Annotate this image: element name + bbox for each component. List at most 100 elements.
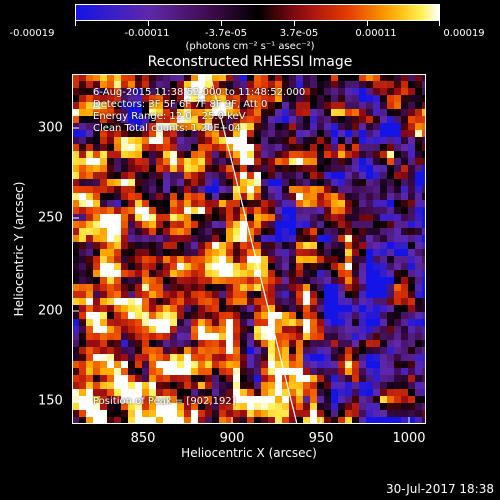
image-pixel <box>324 158 332 166</box>
image-pixel <box>401 319 409 327</box>
image-pixel <box>240 333 248 341</box>
image-pixel <box>310 123 318 131</box>
image-pixel <box>121 179 129 187</box>
image-pixel <box>317 165 325 173</box>
image-pixel <box>345 417 353 424</box>
image-pixel <box>359 158 367 166</box>
image-pixel <box>261 256 269 264</box>
image-pixel <box>331 158 339 166</box>
image-pixel <box>254 179 262 187</box>
image-pixel <box>401 151 409 159</box>
image-pixel <box>114 396 122 404</box>
image-pixel <box>380 249 388 257</box>
image-pixel <box>324 172 332 180</box>
image-pixel <box>100 74 108 82</box>
image-pixel <box>142 207 150 215</box>
image-pixel <box>128 221 136 229</box>
image-pixel <box>233 298 241 306</box>
image-pixel <box>72 403 80 411</box>
image-pixel <box>107 368 115 376</box>
image-pixel <box>373 249 381 257</box>
image-pixel <box>114 284 122 292</box>
image-pixel <box>79 109 87 117</box>
image-pixel <box>268 326 276 334</box>
image-pixel <box>219 263 227 271</box>
image-pixel <box>352 242 360 250</box>
image-pixel <box>135 403 143 411</box>
image-pixel <box>170 382 178 390</box>
image-pixel <box>415 81 423 89</box>
image-pixel <box>268 151 276 159</box>
image-pixel <box>338 144 346 152</box>
image-pixel <box>184 88 192 96</box>
image-pixel <box>79 144 87 152</box>
image-pixel <box>177 151 185 159</box>
image-pixel <box>212 123 220 131</box>
image-pixel <box>198 88 206 96</box>
image-pixel <box>121 242 129 250</box>
image-pixel <box>296 81 304 89</box>
image-pixel <box>107 172 115 180</box>
image-pixel <box>387 81 395 89</box>
image-pixel <box>282 291 290 299</box>
image-pixel <box>345 214 353 222</box>
image-pixel <box>79 263 87 271</box>
image-pixel <box>219 389 227 397</box>
image-pixel <box>394 263 402 271</box>
image-pixel <box>100 263 108 271</box>
image-pixel <box>387 396 395 404</box>
image-pixel <box>93 214 101 222</box>
image-pixel <box>422 277 426 285</box>
image-pixel <box>401 410 409 418</box>
image-pixel <box>324 375 332 383</box>
image-pixel <box>289 242 297 250</box>
image-pixel <box>331 354 339 362</box>
image-pixel <box>72 417 80 424</box>
image-pixel <box>205 74 213 82</box>
image-pixel <box>121 333 129 341</box>
image-pixel <box>219 158 227 166</box>
image-pixel <box>100 340 108 348</box>
image-pixel <box>219 347 227 355</box>
image-pixel <box>79 368 87 376</box>
image-pixel <box>261 144 269 152</box>
image-pixel <box>226 214 234 222</box>
image-pixel <box>100 235 108 243</box>
image-pixel <box>156 186 164 194</box>
image-pixel <box>163 417 171 424</box>
image-pixel <box>170 263 178 271</box>
image-pixel <box>282 249 290 257</box>
image-pixel <box>422 417 426 424</box>
image-pixel <box>303 263 311 271</box>
image-pixel <box>128 256 136 264</box>
image-pixel <box>72 263 80 271</box>
image-pixel <box>247 186 255 194</box>
image-pixel <box>121 284 129 292</box>
image-pixel <box>198 298 206 306</box>
image-pixel <box>107 277 115 285</box>
image-pixel <box>317 158 325 166</box>
image-pixel <box>310 151 318 159</box>
image-pixel <box>128 354 136 362</box>
image-pixel <box>240 151 248 159</box>
image-pixel <box>303 249 311 257</box>
image-pixel <box>303 165 311 173</box>
image-pixel <box>289 102 297 110</box>
image-pixel <box>72 354 80 362</box>
image-pixel <box>254 284 262 292</box>
image-pixel <box>163 361 171 369</box>
image-pixel <box>352 74 360 82</box>
image-pixel <box>296 200 304 208</box>
image-pixel <box>352 403 360 411</box>
image-pixel <box>394 382 402 390</box>
image-pixel <box>394 403 402 411</box>
image-pixel <box>387 270 395 278</box>
image-pixel <box>366 179 374 187</box>
image-pixel <box>191 403 199 411</box>
image-pixel <box>114 165 122 173</box>
image-pixel <box>380 151 388 159</box>
image-pixel <box>184 158 192 166</box>
image-pixel <box>254 214 262 222</box>
image-pixel <box>198 326 206 334</box>
image-pixel <box>338 193 346 201</box>
